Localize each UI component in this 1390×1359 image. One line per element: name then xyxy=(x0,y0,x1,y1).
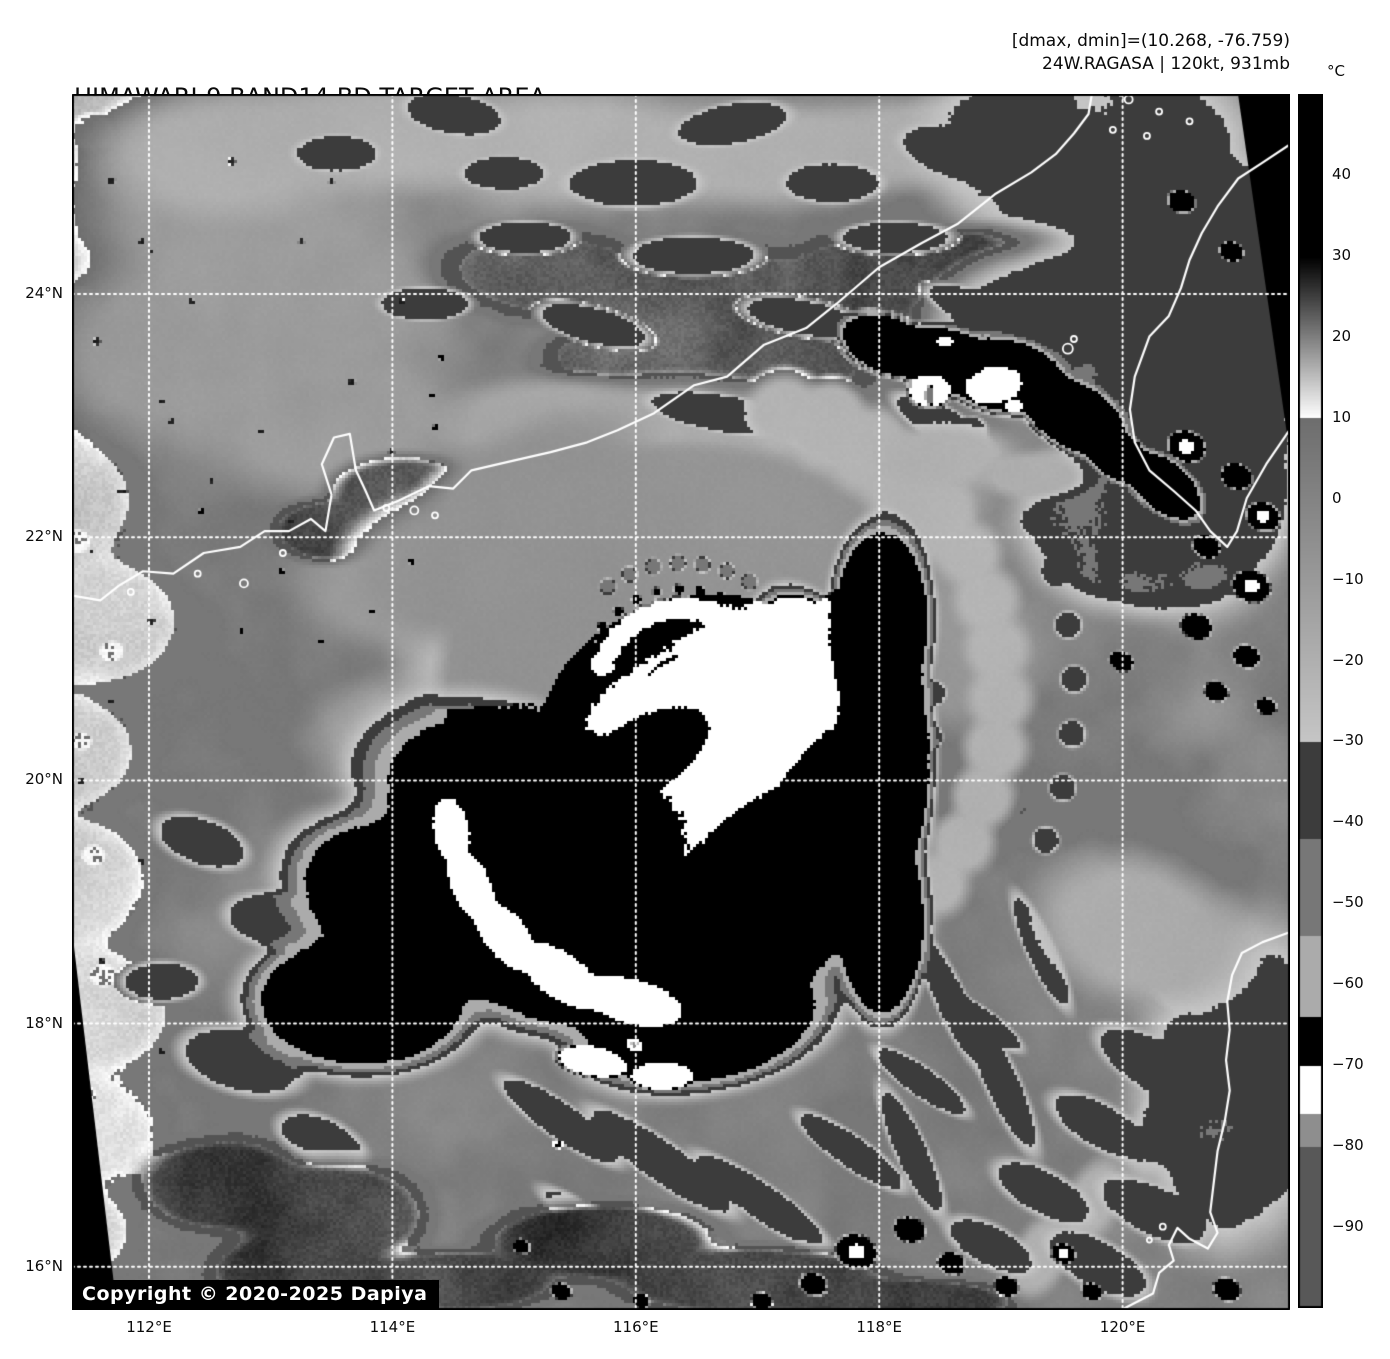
lon-tick-label: 116°E xyxy=(612,1318,659,1336)
colorbar-tick-label: 10 xyxy=(1332,407,1352,426)
colorbar-tick-label: −30 xyxy=(1332,731,1364,750)
lon-tick-label: 114°E xyxy=(369,1318,416,1336)
lat-tick-label: 16°N xyxy=(25,1256,63,1275)
colorbar-unit-label: °C xyxy=(1327,62,1345,80)
colorbar-tick-label: 20 xyxy=(1332,326,1352,345)
colorbar-tick-label: −70 xyxy=(1332,1055,1364,1074)
colorbar-tick-label: −10 xyxy=(1332,569,1364,588)
lat-tick-label: 20°N xyxy=(25,770,63,789)
colorbar xyxy=(1298,94,1323,1308)
lat-tick-label: 18°N xyxy=(25,1013,63,1032)
storm-info-annotation: 24W.RAGASA | 120kt, 931mb xyxy=(1042,54,1290,74)
colorbar-tick-label: −80 xyxy=(1332,1136,1364,1155)
colorbar-tick-label: −90 xyxy=(1332,1217,1364,1236)
copyright-badge: Copyright © 2020-2025 Dapiya xyxy=(72,1280,440,1310)
satellite-map-area: Copyright © 2020-2025 Dapiya xyxy=(72,94,1290,1310)
colorbar-tick-label: −20 xyxy=(1332,650,1364,669)
colorbar-tick-label: 30 xyxy=(1332,245,1352,264)
lon-tick-label: 120°E xyxy=(1099,1318,1146,1336)
colorbar-tick-label: −60 xyxy=(1332,974,1364,993)
lon-tick-label: 112°E xyxy=(126,1318,172,1336)
colorbar-tick-label: −50 xyxy=(1332,893,1364,912)
annotation-block: [dmax, dmin]=(10.268, -76.759) 24W.RAGAS… xyxy=(1012,30,1290,76)
satellite-image-canvas xyxy=(72,94,1290,1310)
lat-tick-label: 22°N xyxy=(25,527,63,546)
colorbar-tick-label: 40 xyxy=(1332,164,1352,183)
lat-tick-label: 24°N xyxy=(25,284,63,302)
colorbar-tick-label: −40 xyxy=(1332,812,1364,831)
lon-tick-label: 118°E xyxy=(856,1318,902,1336)
colorbar-tick-label: 0 xyxy=(1332,488,1342,507)
dmax-dmin-annotation: [dmax, dmin]=(10.268, -76.759) xyxy=(1011,31,1290,51)
